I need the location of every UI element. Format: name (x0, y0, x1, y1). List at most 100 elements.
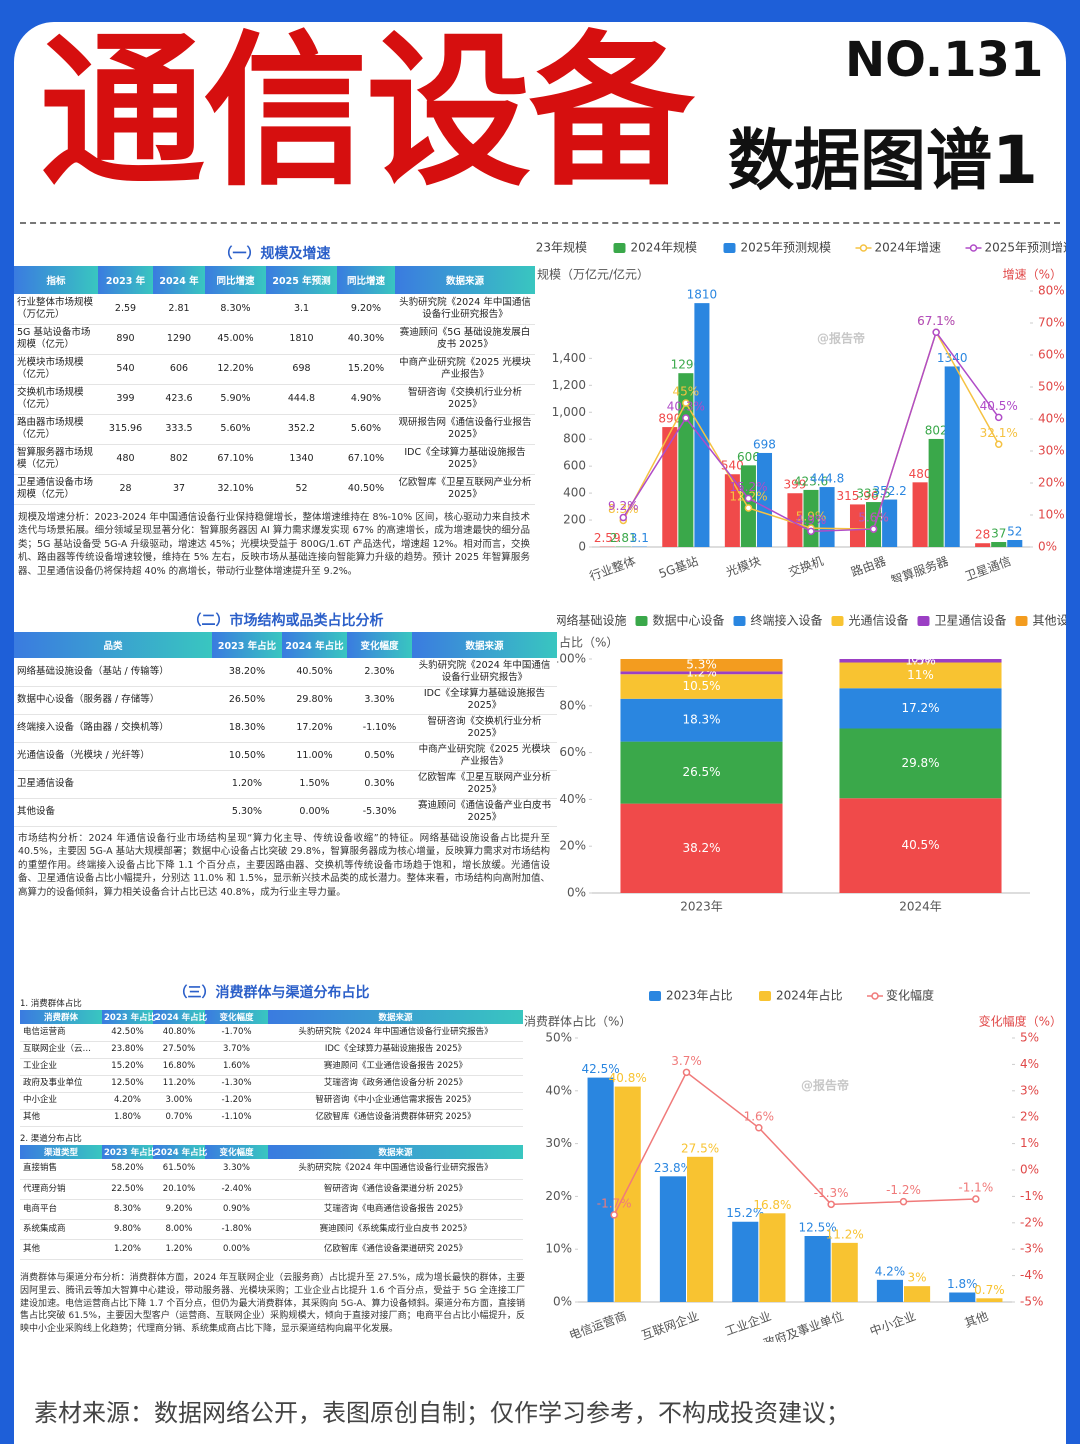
table-cell: 4.20% (102, 1092, 153, 1110)
table-cell: 5.60% (205, 414, 266, 445)
table-cell: 802 (153, 444, 205, 475)
bar (787, 493, 803, 547)
bar-segment (620, 659, 783, 672)
table-cell: 23.80% (102, 1041, 153, 1059)
column-header: 2023 年占比 (102, 1145, 156, 1159)
table-cell: 423.6 (153, 384, 205, 415)
table-cell: 1.20% (153, 1239, 205, 1260)
table-cell: 1.20% (102, 1239, 153, 1260)
table-cell: 互联网企业（云服务商） (20, 1041, 102, 1059)
table-cell: 5.30% (212, 798, 282, 827)
line-value-label: 3.7% (671, 1054, 702, 1068)
table-row: 其他 1.80% 0.70% -1.10% 亿欧智库《通信设备消费群体研究 2025》 (20, 1109, 523, 1127)
segment-label: 0% (911, 652, 930, 666)
table-cell: 480 (98, 444, 153, 475)
table-cell: 1290 (153, 324, 205, 355)
column-header: 2023 年占比 (102, 1010, 156, 1024)
segment-label: 29.8% (901, 756, 939, 770)
chart: 占比（%） 0% 20% 40% 60% 80% 100% 网络基础设施 数据中心设备 终端接入设… (557, 613, 1066, 914)
y2-tick-label: 80% (1038, 284, 1065, 298)
data-table: 渠道类型 2023 年占比 2024 年占比 变化幅度 数据来源 直接销售 58.20% 61… (20, 1145, 523, 1260)
table-cell: -2.40% (205, 1179, 268, 1200)
table-cell: 系统集成商 (20, 1219, 102, 1240)
column-header: 数据来源 (395, 266, 535, 294)
table-cell: 智算服务器市场规模（亿元） (14, 444, 98, 475)
table-cell: 智研咨询《通信设备渠道分析 2025》 (268, 1179, 523, 1200)
legend-label: 2023年占比 (666, 988, 733, 1003)
legend-label: 终端接入设备 (751, 613, 823, 628)
line-point (744, 504, 753, 512)
table-row: 卫星通信设备市场规模（亿元） 28 37 32.10% 52 40.50% 亿欧智库《卫星互… (14, 474, 535, 505)
column-header: 品类 (14, 632, 212, 658)
x-tick-label: 光模块 (724, 554, 763, 579)
table-row: 智算服务器市场规模（亿元） 480 802 67.10% 1340 67.10% IDC《全… (14, 444, 535, 475)
line-point (827, 1200, 835, 1209)
column-header: 消费群体 (20, 1010, 102, 1024)
y-tick-label: 0% (567, 886, 586, 900)
column-header: 2024 年 (153, 266, 205, 294)
bar (803, 489, 819, 547)
table-row: 其他设备 5.30% 0.00% -5.30% 赛迪顾问《通信设备产业白皮书 2025》 (14, 798, 557, 827)
legend-swatch (649, 991, 661, 1001)
legend-label: 2025年预测规模 (741, 240, 832, 255)
legend-swatch (1015, 616, 1028, 626)
table-cell: 16.80% (153, 1058, 205, 1076)
table-cell: 540 (98, 354, 153, 385)
x-tick-label: 路由器 (849, 553, 888, 579)
legend-swatch (613, 243, 626, 253)
bar-value-label: 0.7% (974, 1283, 1005, 1297)
table-box: 1. 消费群体占比 消费群体 2023 年占比 2024 年占比 变化幅度 数据来源 电信运… (20, 998, 523, 1127)
x-tick-label: 智算服务器 (889, 553, 951, 582)
y2-tick-label: 40% (1038, 412, 1065, 426)
bar-value-label: 15.2% (726, 1206, 764, 1220)
y2-tick-label: 0% (1020, 1163, 1039, 1177)
line-point (755, 1124, 763, 1132)
table-cell: 网络基础设施设备（基站 / 传输等） (14, 658, 212, 687)
table-cell: 10.50% (212, 742, 282, 771)
table-row: 代理商分销 22.50% 20.10% -2.40% 智研咨询《通信设备渠道分析 202… (20, 1179, 523, 1200)
line-value-label: -1.1% (958, 1181, 993, 1195)
data-table: 品类 2023 年占比 2024 年占比 变化幅度 数据来源 网络基础设施设备（基站 / … (14, 632, 557, 827)
section-title: （二）市场结构或品类占比分析 (187, 613, 384, 629)
bar-value-label: 802 (925, 423, 948, 437)
table-cell: -1.30% (205, 1075, 268, 1093)
table-cell: 8.00% (153, 1219, 205, 1240)
table-cell: 5G 基站设备市场规模（亿元） (14, 324, 98, 355)
table-box: 2. 渠道分布占比 渠道类型 2023 年占比 2024 年占比 变化幅度 数据来源 直接销… (20, 1133, 523, 1260)
line-value-label: 4.9% (796, 513, 827, 527)
bar-segment (620, 803, 783, 893)
table-cell: 9.80% (102, 1219, 153, 1240)
data-table: 消费群体 2023 年占比 2024 年占比 变化幅度 数据来源 电信运营商 42.50% 4… (20, 1010, 523, 1127)
table-cell: 40.50% (282, 658, 347, 687)
table-cell: 1.50% (282, 770, 347, 799)
table-box: 品类 2023 年占比 2024 年占比 变化幅度 数据来源 网络基础设施设备（基站 / … (14, 632, 557, 827)
table-cell: 40.80% (153, 1024, 205, 1042)
table-cell: 赛迪顾问《系统集成行业白皮书 2025》 (268, 1219, 523, 1240)
table-cell: 路由器市场规模（亿元） (14, 414, 98, 445)
bar-value-label: 2.81 (610, 531, 637, 545)
y-tick-label: 40% (559, 792, 586, 806)
bar (724, 474, 740, 547)
y-tick-label: 800 (563, 432, 586, 446)
column-header: 2023 年占比 (212, 632, 282, 658)
line-value-label: 15.2% (729, 480, 767, 494)
table-cell: 11.00% (282, 742, 347, 771)
table-cell: 333.5 (153, 414, 205, 445)
table-cell: 606 (153, 354, 205, 385)
table-row: 卫星通信设备 1.20% 1.50% 0.30% 亿欧智库《卫星互联网产业分析 2025… (14, 770, 557, 799)
bar (882, 499, 898, 547)
y2-tick-label: -3% (1020, 1242, 1043, 1256)
line-value-label: 40.5% (980, 399, 1018, 413)
table-cell: 2.59 (98, 294, 153, 325)
bar (991, 542, 1007, 547)
table-row: 数据中心设备（服务器 / 存储等） 26.50% 29.80% 3.30% IDC《全球… (14, 686, 557, 715)
bar (849, 504, 866, 547)
table-cell: 3.30% (347, 686, 412, 715)
line-value-label: 67.1% (917, 314, 955, 328)
data-table: 指标 2023 年 2024 年同比增速 2025 年预测 同比增速 数据来源 行业整体市场… (14, 266, 535, 505)
table-cell: 艾瑞咨询《电商通信设备报告 2025》 (268, 1199, 523, 1220)
table-cell: 3.00% (153, 1092, 205, 1110)
column-header: 2024 年占比 (153, 1010, 207, 1024)
table-cell: 直接销售 (20, 1159, 102, 1180)
table-cell: 1340 (266, 444, 337, 475)
